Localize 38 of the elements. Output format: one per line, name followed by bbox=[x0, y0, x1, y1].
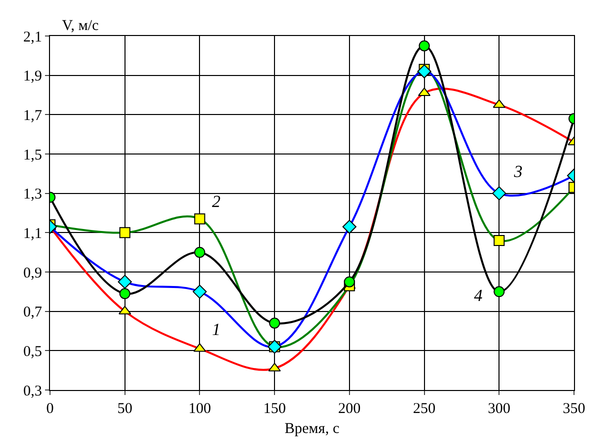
y-tick-label: 1,5 bbox=[23, 147, 42, 164]
point bbox=[269, 318, 280, 329]
y-axis-title: V, м/с bbox=[62, 18, 100, 34]
point bbox=[342, 220, 356, 234]
point bbox=[194, 246, 206, 258]
x-tick-label: 350 bbox=[562, 401, 586, 417]
x-tick-label: 0 bbox=[46, 401, 54, 417]
y-tick-label: 1,7 bbox=[23, 108, 42, 124]
x-tick-label: 250 bbox=[413, 401, 436, 417]
x-tick-label: 200 bbox=[338, 401, 361, 417]
y-tick-label: 1,3 bbox=[23, 186, 42, 203]
point bbox=[418, 40, 430, 52]
y-tick-label: 1,1 bbox=[23, 226, 42, 242]
y-tick-label: 0,5 bbox=[23, 344, 42, 360]
point bbox=[119, 227, 130, 238]
y-tick-label: 1,9 bbox=[23, 68, 42, 85]
x-tick-label: 150 bbox=[263, 401, 286, 417]
series-label: 3 bbox=[513, 162, 522, 181]
point bbox=[494, 286, 505, 298]
point bbox=[192, 284, 207, 299]
point bbox=[417, 64, 432, 78]
x-tick-label: 100 bbox=[188, 401, 211, 417]
point bbox=[118, 274, 132, 289]
x-tick-label: 300 bbox=[488, 401, 510, 417]
series-label: 2 bbox=[212, 192, 221, 211]
y-tick-label: 0,7 bbox=[23, 304, 42, 321]
series-label: 4 bbox=[474, 286, 483, 305]
point bbox=[344, 276, 355, 288]
y-tick-label: 0,3 bbox=[23, 383, 42, 400]
point bbox=[494, 235, 505, 246]
point bbox=[492, 186, 506, 200]
y-tick-label: 0,9 bbox=[23, 265, 42, 282]
x-tick-label: 50 bbox=[117, 401, 132, 417]
series-label: 1 bbox=[212, 320, 220, 339]
point bbox=[119, 288, 130, 300]
point bbox=[194, 213, 206, 224]
y-tick-label: 2,1 bbox=[23, 29, 42, 46]
x-axis-title: Время, с bbox=[284, 421, 340, 437]
